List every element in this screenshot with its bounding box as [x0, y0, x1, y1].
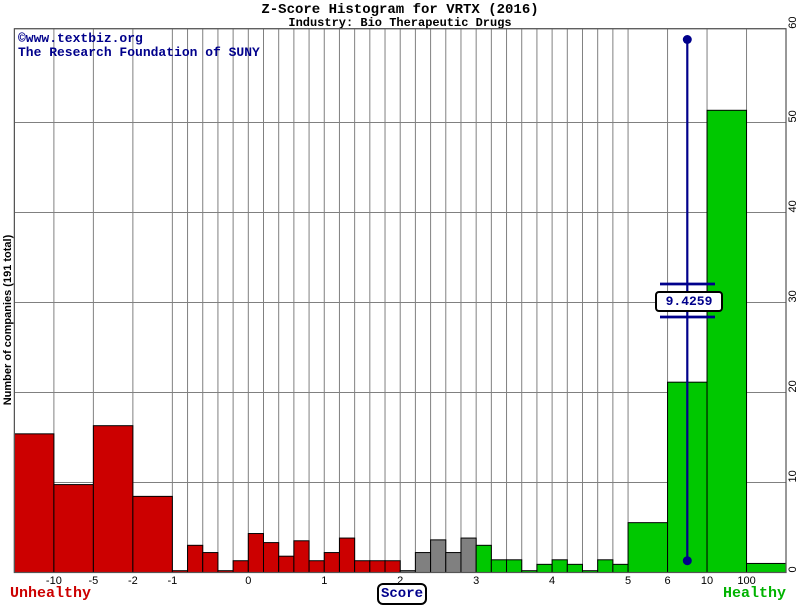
svg-text:50: 50	[787, 110, 799, 122]
svg-text:4: 4	[549, 575, 555, 587]
svg-text:20: 20	[787, 380, 799, 392]
svg-text:5: 5	[625, 575, 631, 587]
svg-text:10: 10	[701, 575, 713, 587]
svg-text:10: 10	[787, 470, 799, 482]
svg-text:3: 3	[473, 575, 479, 587]
svg-text:6: 6	[664, 575, 670, 587]
svg-text:-2: -2	[128, 575, 138, 587]
svg-text:-1: -1	[167, 575, 177, 587]
svg-text:60: 60	[787, 16, 799, 28]
svg-text:40: 40	[787, 200, 799, 212]
svg-text:1: 1	[321, 575, 327, 587]
svg-text:0: 0	[245, 575, 251, 587]
svg-text:30: 30	[787, 290, 799, 302]
svg-text:Number of companies (191 total: Number of companies (191 total)	[2, 234, 14, 405]
svg-text:0: 0	[787, 566, 799, 572]
